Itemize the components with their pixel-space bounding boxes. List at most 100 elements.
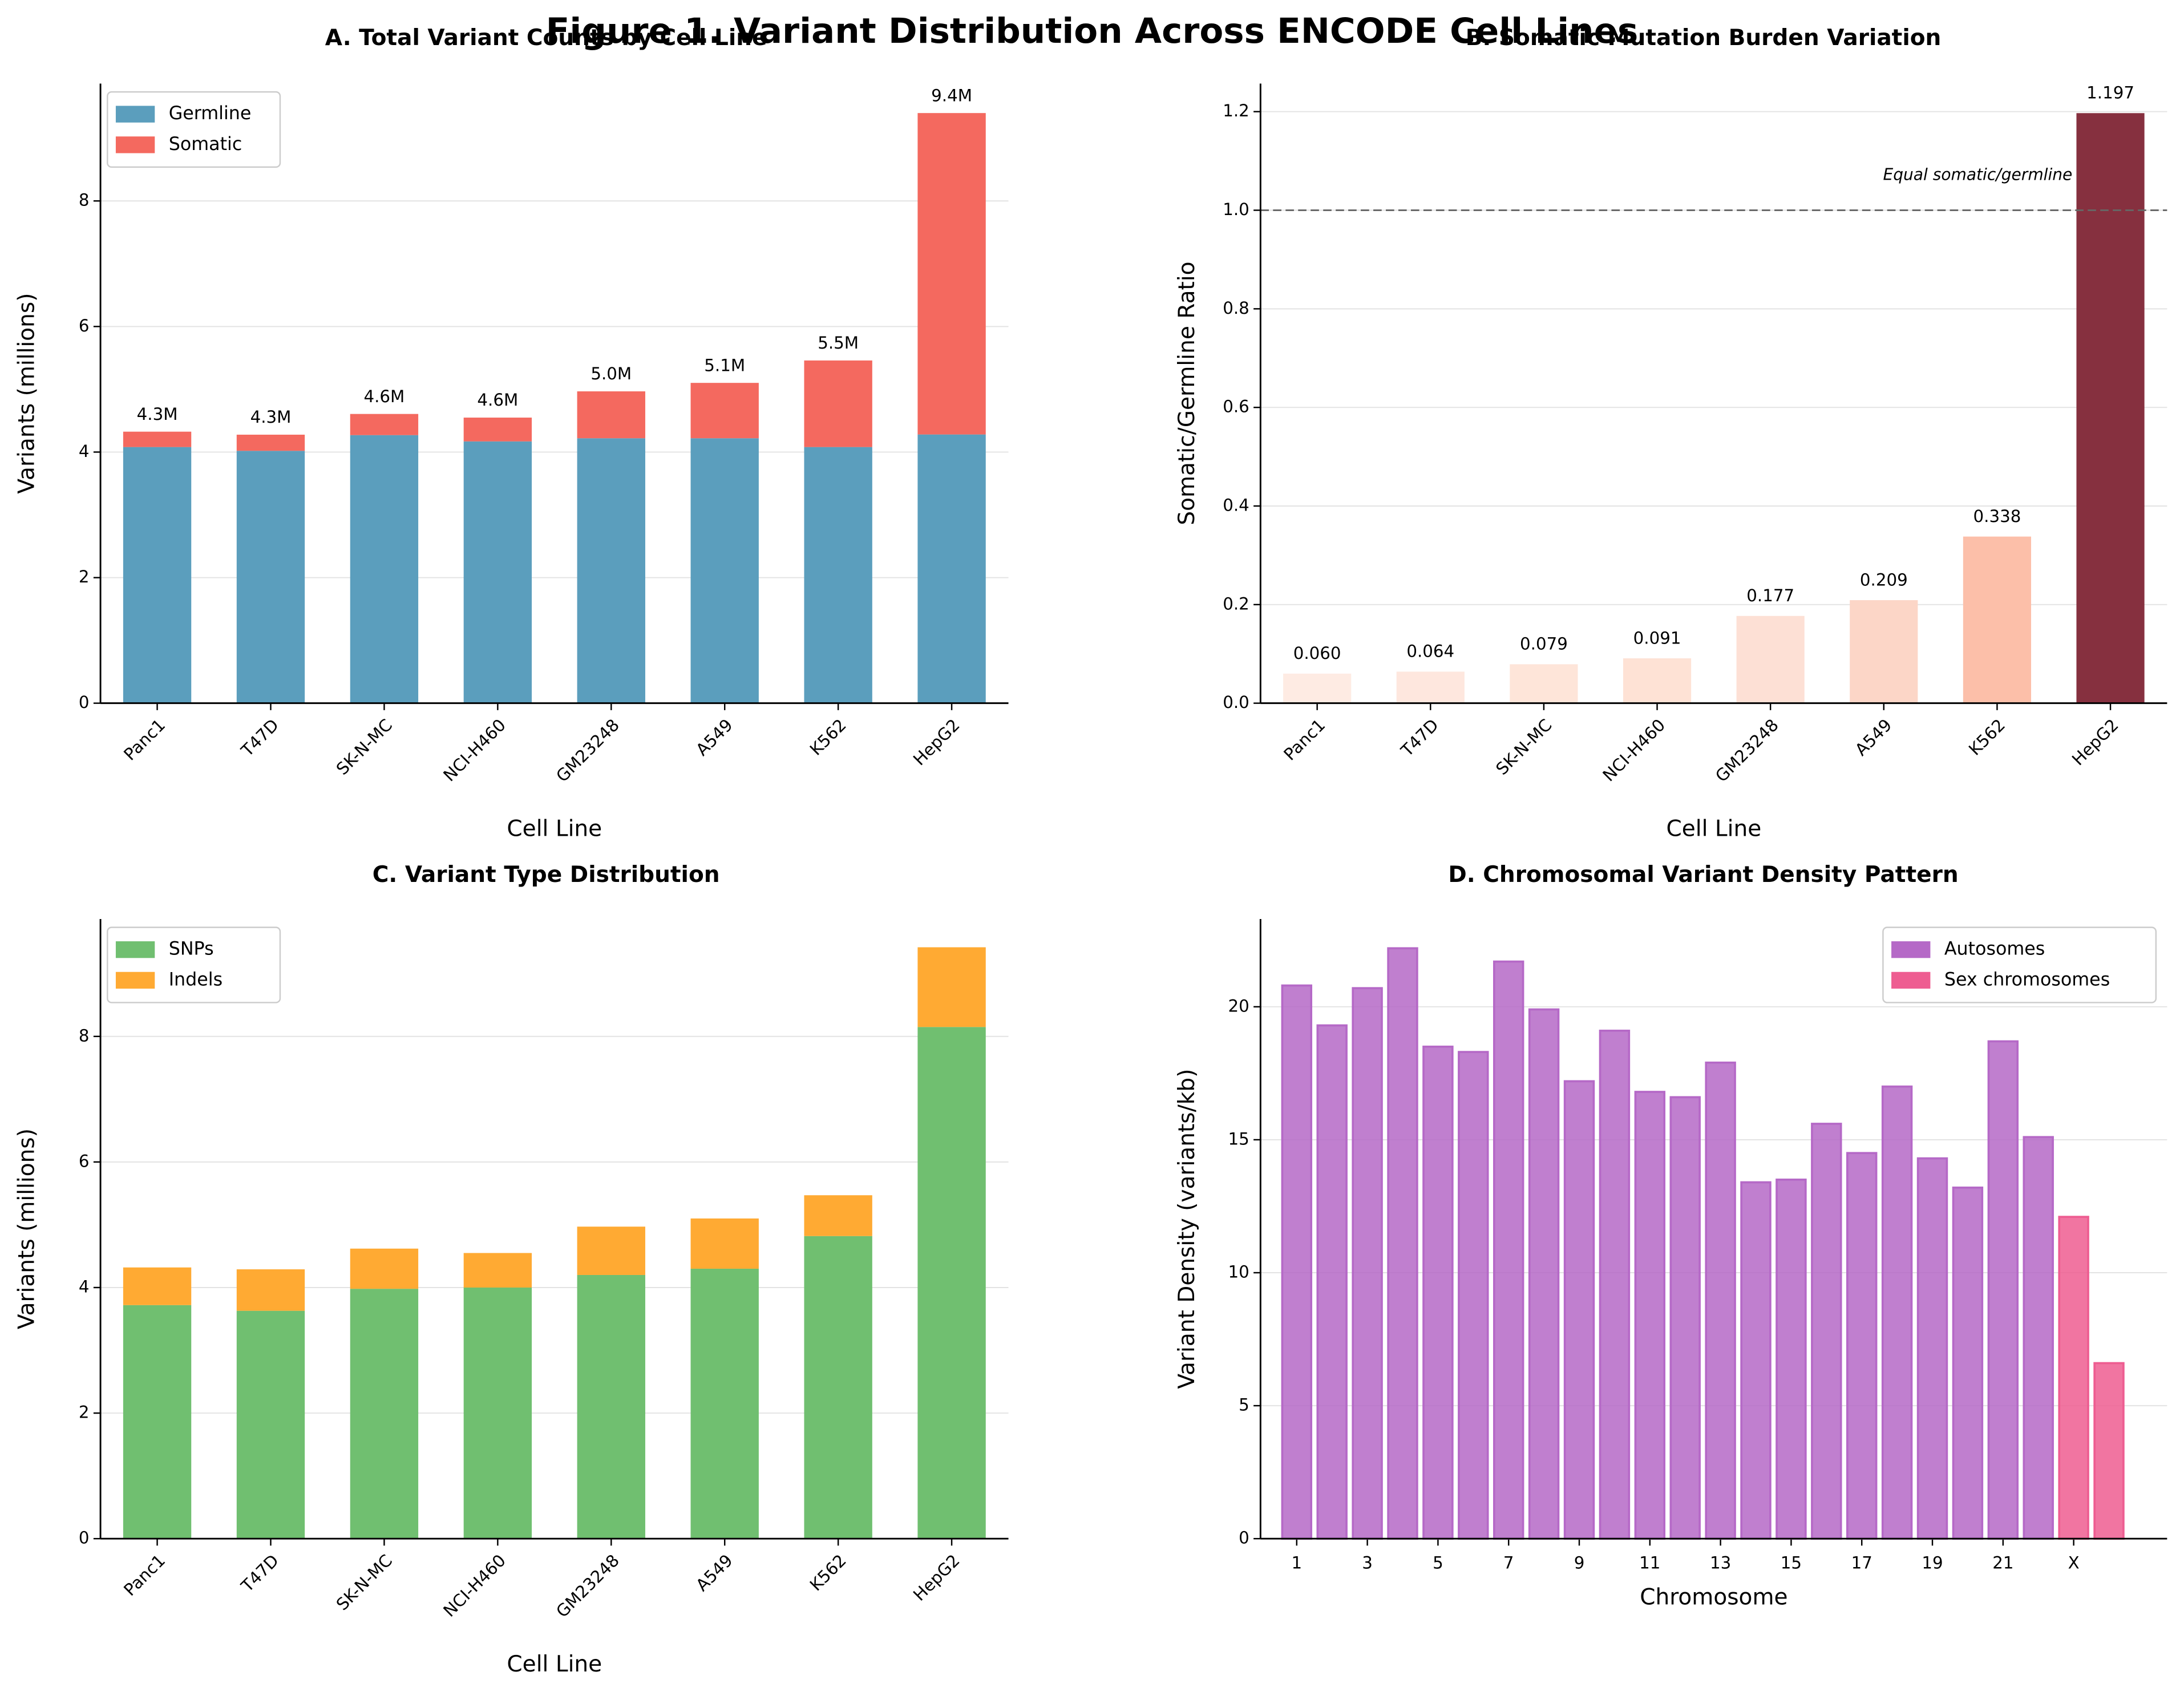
legend-swatch	[115, 106, 155, 123]
bar-segment	[1916, 1157, 1948, 1540]
y-tick-label: 1.0	[1223, 200, 1249, 219]
x-axis-label: Cell Line	[507, 1652, 602, 1677]
bar-segment	[690, 438, 759, 703]
legend-label: Sex chromosomes	[1944, 969, 2110, 990]
y-tick-label: 4	[79, 1277, 90, 1296]
y-tick-label: 2	[79, 567, 90, 586]
x-tick-label: 19	[1922, 1553, 1943, 1573]
value-label: 0.177	[1746, 586, 1794, 605]
bar-segment	[804, 1236, 872, 1539]
x-tick-label: HepG2	[909, 715, 964, 770]
bar-segment	[2093, 1362, 2125, 1540]
x-tick-label: NCI-H460	[439, 715, 509, 786]
bar-segment	[577, 1274, 645, 1539]
bar-segment	[804, 447, 872, 703]
bar-segment	[1563, 1080, 1595, 1540]
total-label: 4.6M	[363, 387, 405, 406]
panel-title: C. Variant Type Distribution	[373, 862, 720, 888]
bar-segment	[1811, 1123, 1842, 1540]
bar-segment	[804, 1195, 872, 1236]
x-tick-label: 9	[1574, 1553, 1585, 1573]
legend-label: Somatic	[169, 134, 242, 155]
bar-segment	[1846, 1152, 1878, 1540]
bar	[1963, 536, 2032, 703]
bar-segment	[350, 1289, 419, 1539]
bar-segment	[577, 391, 645, 439]
value-label: 1.197	[2086, 83, 2134, 103]
x-tick-label: T47D	[237, 1551, 283, 1596]
x-tick-label: NCI-H460	[1599, 715, 1669, 786]
total-label: 5.1M	[704, 355, 745, 375]
bar-segment	[1775, 1179, 1807, 1540]
y-tick-label: 0.4	[1223, 496, 1249, 515]
total-label: 9.4M	[931, 86, 972, 105]
value-label: 0.060	[1293, 643, 1341, 663]
x-tick-label: 11	[1639, 1553, 1660, 1573]
value-label: 0.091	[1633, 628, 1681, 647]
bar	[1623, 658, 1692, 703]
bar	[1736, 616, 1805, 703]
x-tick-label: A549	[1851, 715, 1896, 760]
bar-segment	[236, 434, 305, 451]
bar-segment	[236, 1310, 305, 1539]
bar	[1850, 600, 1918, 703]
x-tick-label: 17	[1851, 1553, 1872, 1573]
bar-segment	[917, 1027, 986, 1539]
legend-swatch	[115, 136, 155, 153]
panel-title: A. Total Variant Counts by Cell Line	[325, 25, 767, 51]
x-tick-label: 15	[1781, 1553, 1802, 1573]
x-tick-label: 1	[1291, 1553, 1302, 1573]
bar-segment	[690, 1268, 759, 1539]
x-tick-label: 7	[1503, 1553, 1514, 1573]
y-tick-label: 1.2	[1223, 101, 1249, 120]
x-tick-label: K562	[1965, 715, 2009, 759]
legend-label: SNPs	[169, 939, 214, 960]
x-tick-label: A549	[692, 1551, 737, 1595]
bar-segment	[577, 1227, 645, 1275]
reference-label: Equal somatic/germline	[1883, 165, 2072, 184]
y-tick-label: 4	[79, 442, 90, 461]
legend-swatch	[1891, 972, 1931, 989]
x-tick-label: Panc1	[1280, 715, 1329, 764]
legend-swatch	[1891, 941, 1931, 958]
x-tick-label: GM23248	[552, 715, 623, 786]
total-label: 4.6M	[477, 390, 518, 410]
bar-segment	[917, 113, 986, 435]
bar-segment	[236, 451, 305, 703]
legend-box	[1882, 926, 2157, 1003]
x-tick-label: SK-N-MC	[1492, 715, 1555, 779]
x-tick-label: X	[2068, 1553, 2080, 1573]
y-tick-label: 6	[79, 1151, 90, 1171]
bar-segment	[1387, 947, 1418, 1540]
bar	[1396, 671, 1465, 703]
x-tick-label: SK-N-MC	[333, 715, 396, 779]
bar-segment	[1281, 984, 1313, 1540]
bar-segment	[123, 1267, 192, 1305]
bar	[1510, 664, 1578, 703]
y-tick-label: 0.8	[1223, 298, 1249, 318]
bar-segment	[123, 447, 192, 703]
x-tick-label: K562	[806, 1551, 850, 1594]
x-tick-label: T47D	[1397, 715, 1442, 761]
y-axis-label: Variants (millions)	[14, 293, 40, 493]
x-tick-label: NCI-H460	[439, 1551, 509, 1621]
bar-segment	[917, 434, 986, 703]
bar-segment	[1740, 1181, 1772, 1540]
bar-segment	[690, 383, 759, 439]
y-tick-label: 0	[79, 693, 90, 712]
total-label: 4.3M	[250, 407, 292, 427]
value-label: 0.079	[1520, 634, 1568, 654]
bar-segment	[917, 947, 986, 1027]
value-label: 0.338	[1973, 507, 2021, 526]
value-label: 0.064	[1406, 642, 1454, 661]
bar-segment	[463, 441, 532, 703]
legend-swatch	[115, 972, 155, 989]
bar-segment	[1669, 1096, 1701, 1540]
bar-segment	[1987, 1040, 2019, 1540]
bar-segment	[1422, 1045, 1454, 1540]
total-label: 4.3M	[137, 404, 178, 424]
y-tick-label: 2	[79, 1403, 90, 1422]
legend-label: Germline	[169, 103, 252, 124]
